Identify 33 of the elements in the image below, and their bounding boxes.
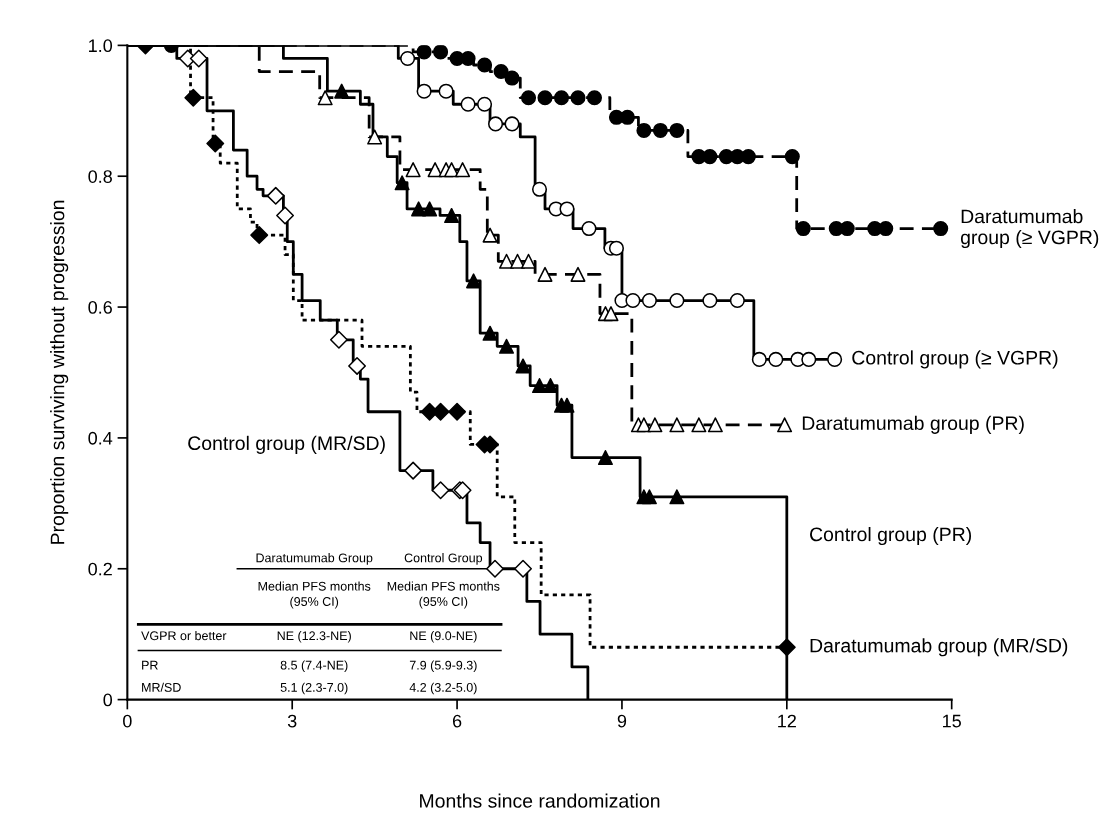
y-tick-label: 0.2 xyxy=(88,562,112,576)
annotation: Daratumumab group (≥ VGPR) xyxy=(960,209,1099,249)
annotation: PR xyxy=(142,660,158,670)
annotation: MR/SD xyxy=(142,682,181,692)
y-tick-label: 1.0 xyxy=(89,39,113,53)
annotation: Control Group xyxy=(404,553,483,565)
annotation: Control group (MR/SD) xyxy=(188,435,385,454)
y-axis-title: Proportion surviving without progression xyxy=(50,200,69,544)
x-tick-label: 12 xyxy=(778,714,796,728)
y-tick-label: 0.4 xyxy=(88,431,113,445)
y-tick-label: 0.6 xyxy=(88,301,112,314)
x-tick-label: 0 xyxy=(123,714,132,728)
y-tick-label: 0.8 xyxy=(88,170,112,183)
annotation: NE (12.3-NE) xyxy=(277,630,351,643)
annotation: Median PFS months (95% CI) xyxy=(258,581,371,609)
x-axis-title: Months since randomization xyxy=(420,793,660,808)
annotation: Daratumumab group (PR) xyxy=(802,415,1024,434)
annotation: Median PFS months (95% CI) xyxy=(387,581,500,609)
annotation: Daratumumab Group xyxy=(256,553,373,565)
annotation: VGPR or better xyxy=(141,630,227,641)
annotation: 4.2 (3.2-5.0) xyxy=(409,682,477,695)
annotation: Control group (≥ VGPR) xyxy=(852,350,1058,369)
annotation: NE (9.0-NE) xyxy=(410,630,477,643)
y-tick-label: 0 xyxy=(103,693,113,707)
x-tick-label: 15 xyxy=(943,714,961,728)
annotation: 8.5 (7.4-NE) xyxy=(280,660,348,673)
x-tick-label: 6 xyxy=(452,714,462,728)
annotation: Daratumumab group (MR/SD) xyxy=(810,638,1068,657)
annotation: 5.1 (2.3-7.0) xyxy=(280,682,348,695)
annotation: Control group (PR) xyxy=(810,526,972,546)
annotation: 7.9 (5.9-9.3) xyxy=(409,660,477,673)
x-tick-label: 3 xyxy=(287,714,297,728)
x-tick-label: 9 xyxy=(617,714,627,728)
